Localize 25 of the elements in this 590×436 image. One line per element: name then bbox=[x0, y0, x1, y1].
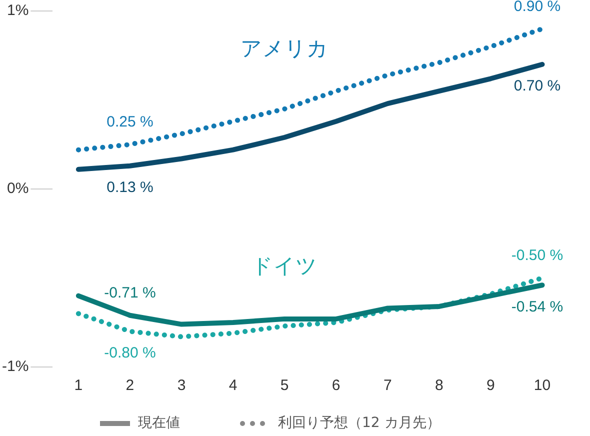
y-tick-label: 0% bbox=[6, 180, 29, 198]
data-label: -0.71 % bbox=[104, 284, 156, 302]
x-tick-label: 8 bbox=[434, 377, 444, 394]
x-tick-label: 4 bbox=[228, 377, 238, 394]
data-label: 0.25 % bbox=[106, 114, 154, 131]
data-label: -0.80 % bbox=[104, 344, 156, 362]
x-tick-label: 1 bbox=[74, 377, 83, 394]
x-tick-label: 6 bbox=[332, 377, 340, 394]
data-label: -0.50 % bbox=[511, 247, 564, 264]
x-tick-label: 10 bbox=[534, 377, 551, 394]
x-tick-label: 5 bbox=[280, 377, 289, 394]
y-tick-label: -1% bbox=[2, 358, 29, 376]
data-label: 0.90 % bbox=[514, 0, 561, 15]
x-tick-label: 7 bbox=[383, 377, 392, 394]
text: 現在値 bbox=[138, 414, 180, 432]
text: 利回り予想（12 カ月先） bbox=[278, 414, 440, 432]
x-tick-label: 9 bbox=[486, 377, 495, 394]
x-tick-label: 2 bbox=[126, 377, 134, 394]
annotation: アメリカ bbox=[240, 36, 329, 61]
data-label: -0.54 % bbox=[511, 298, 564, 316]
data-label: 0.70 % bbox=[514, 78, 561, 95]
y-tick-label: 1% bbox=[6, 2, 29, 20]
data-label: 0.13 % bbox=[106, 179, 154, 196]
x-tick-label: 3 bbox=[177, 377, 186, 394]
annotation: ドイツ bbox=[252, 254, 318, 278]
